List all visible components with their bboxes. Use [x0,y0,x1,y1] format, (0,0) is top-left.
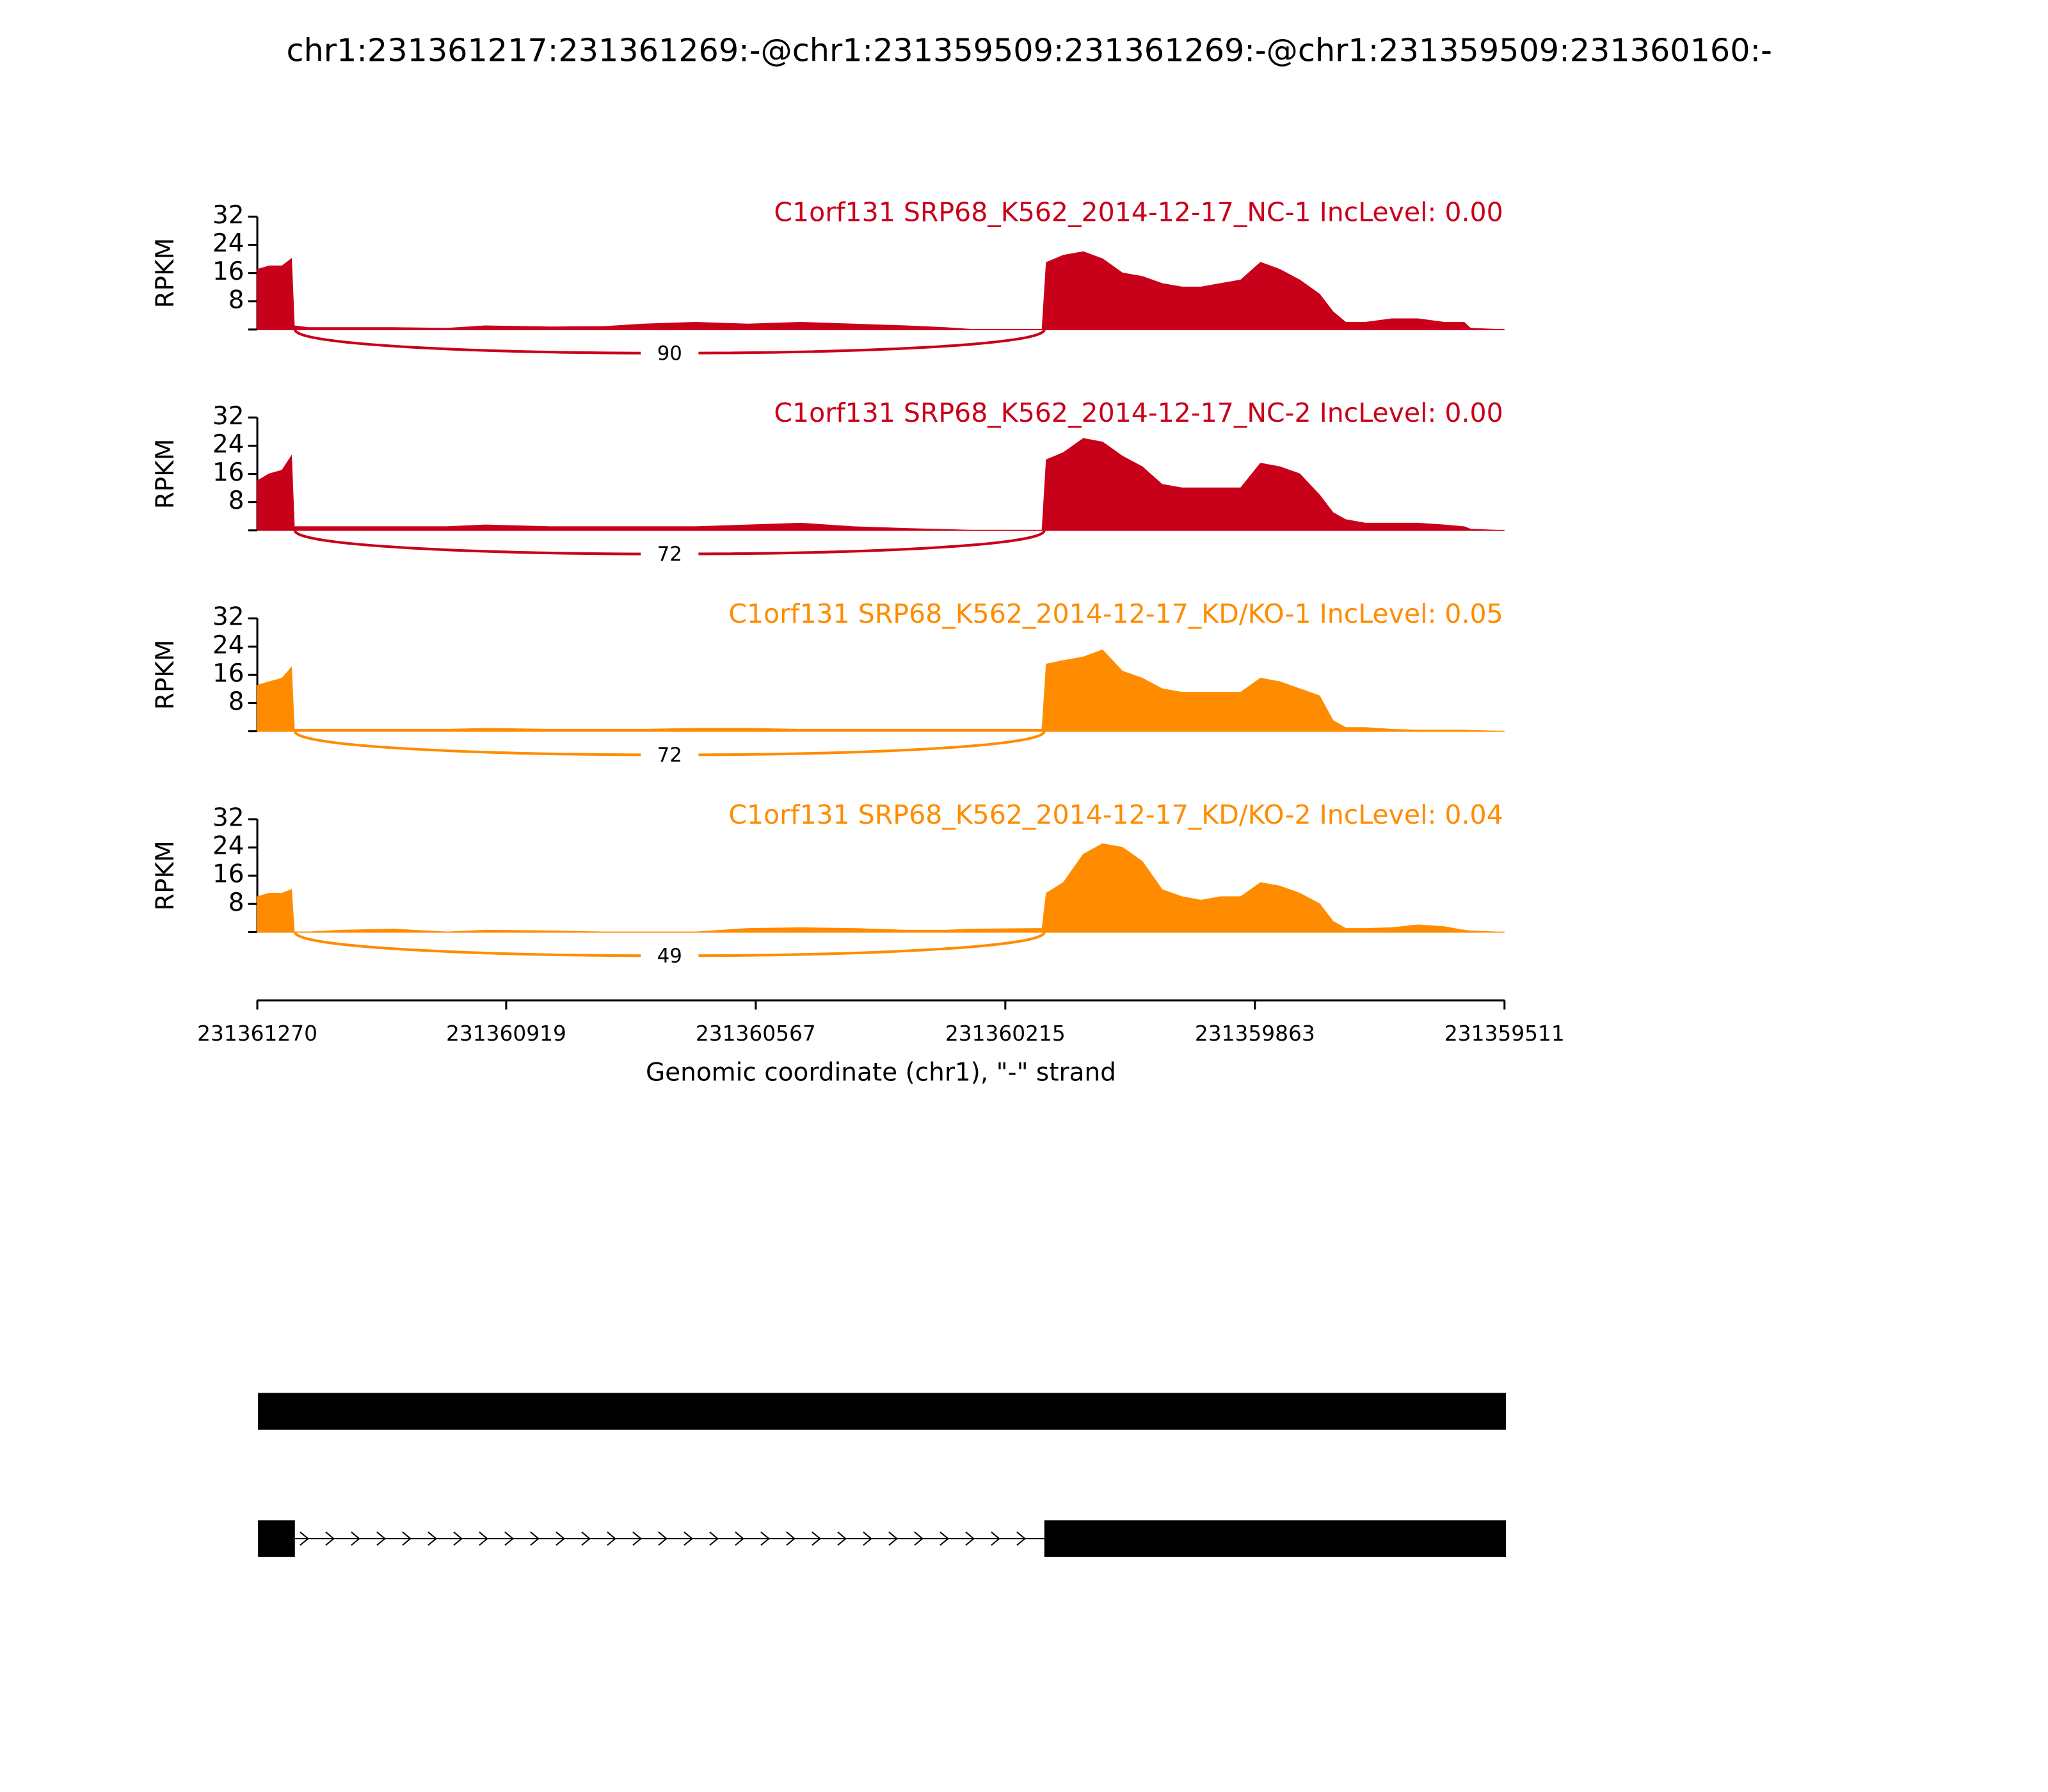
intron-arrow [453,1532,463,1546]
x-tick-label: 231359863 [1195,1021,1315,1046]
intron-arrow [300,1532,309,1546]
x-tick-label: 231360567 [696,1021,816,1046]
y-tick-label: 24 [212,430,244,459]
coverage-area [257,649,1497,732]
y-tick-label: 32 [212,201,244,230]
y-tick-label: 24 [212,832,244,861]
y-tick-label: 8 [228,486,244,515]
y-tick-label: 16 [212,659,244,688]
intron-arrow [709,1532,719,1546]
panel-title: C1orf131 SRP68_K562_2014-12-17_NC-1 IncL… [774,196,1503,227]
exon [258,1520,295,1557]
junction-label-bg [641,543,699,568]
y-axis-label: RPKM [151,639,180,710]
panel-title: C1orf131 SRP68_K562_2014-12-17_KD/KO-1 I… [728,598,1503,629]
intron-arrow [760,1532,770,1546]
junction-label-bg [641,342,699,367]
y-tick-label: 24 [212,229,244,258]
y-axis-label: RPKM [151,840,180,911]
intron-arrow [504,1532,514,1546]
intron-arrow [325,1532,335,1546]
y-tick-label: 32 [212,804,244,833]
intron-arrow [1016,1532,1026,1546]
intron-arrow [863,1532,872,1546]
y-tick-label: 16 [212,860,244,889]
y-tick-label: 8 [228,687,244,716]
panel-title: C1orf131 SRP68_K562_2014-12-17_NC-2 IncL… [774,397,1503,428]
intron-arrow [376,1532,386,1546]
intron-arrow [812,1532,821,1546]
intron-arrow [940,1532,949,1546]
y-tick-label: 24 [212,631,244,660]
panel-title: C1orf131 SRP68_K562_2014-12-17_KD/KO-2 I… [728,799,1503,830]
coverage-area [257,843,1497,933]
intron-arrow [914,1532,924,1546]
intron-arrow [735,1532,744,1546]
intron-arrow [607,1532,616,1546]
intron-arrow [402,1532,412,1546]
junction-label-bg [641,744,699,768]
y-tick-label: 32 [212,402,244,431]
y-tick-label: 16 [212,458,244,487]
intron-arrow [786,1532,796,1546]
intron-arrow [888,1532,898,1546]
x-tick-label: 231360919 [446,1021,566,1046]
intron-arrow [556,1532,565,1546]
coverage-area [257,438,1497,531]
junction-label: 49 [657,945,682,968]
coverage-area [257,251,1497,330]
x-tick-label: 231361270 [197,1021,317,1046]
intron-arrow [351,1532,360,1546]
x-axis-label: Genomic coordinate (chr1), "-" strand [646,1058,1116,1087]
intron-arrow [479,1532,488,1546]
y-tick-label: 32 [212,603,244,632]
y-tick-label: 8 [228,888,244,917]
y-tick-label: 16 [212,257,244,286]
y-axis-label: RPKM [151,238,180,308]
intron-arrow [991,1532,1000,1546]
y-tick-label: 8 [228,285,244,314]
exon [258,1393,1506,1430]
intron-arrow [530,1532,540,1546]
junction-label-bg [641,945,699,969]
intron-arrow [632,1532,642,1546]
intron-arrow [684,1532,693,1546]
junction-label: 90 [657,342,682,365]
intron-arrow [428,1532,437,1546]
x-tick-label: 231360215 [945,1021,1066,1046]
y-axis-label: RPKM [151,439,180,509]
intron-arrow [581,1532,591,1546]
intron-arrow [837,1532,847,1546]
junction-label: 72 [657,744,682,767]
junction-label: 72 [657,543,682,566]
chart-title: chr1:231361217:231361269:-@chr1:23135950… [287,32,1772,69]
exon [1044,1520,1506,1557]
intron-arrow [965,1532,975,1546]
intron-arrow [658,1532,668,1546]
x-tick-label: 231359511 [1444,1021,1565,1046]
